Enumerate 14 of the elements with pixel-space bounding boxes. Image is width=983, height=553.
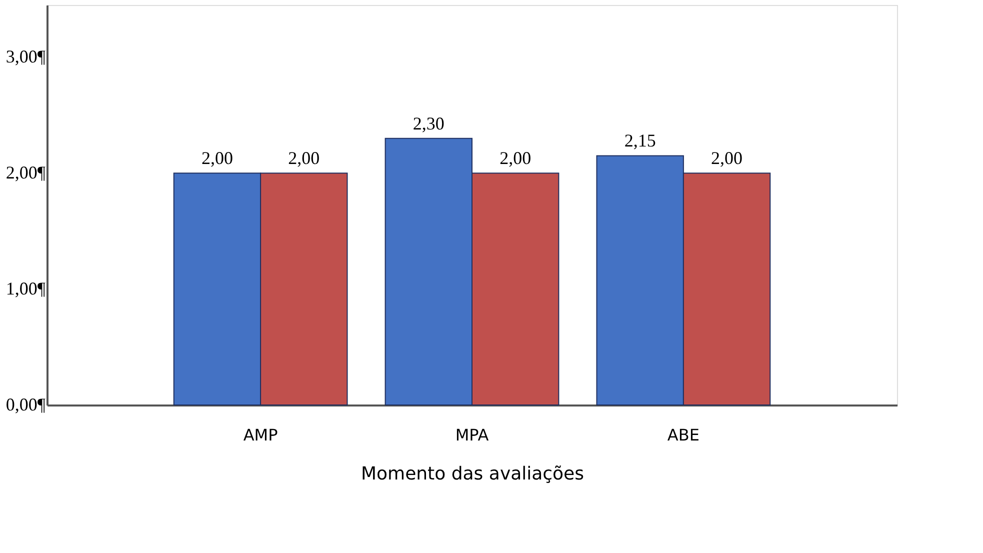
data-label: 2,00 [288,148,320,168]
x-tick-label: MPA [455,426,489,444]
data-label: 2,15 [624,130,656,151]
y-tick-label: 3,00¶ [6,46,46,67]
x-tick-label: ABE [667,426,700,444]
data-label: 2,00 [711,148,743,168]
x-tick-label: AMP [243,426,278,444]
data-label: 2,00 [201,148,233,168]
data-label: 2,00 [500,148,532,168]
data-label: 2,30 [412,113,444,134]
y-tick-label: 2,00¶ [6,162,46,183]
y-tick-label: 1,00¶ [6,278,46,299]
x-axis-title: Momento das avaliações [360,464,584,484]
y-tick-label: 0,00¶ [6,394,46,414]
